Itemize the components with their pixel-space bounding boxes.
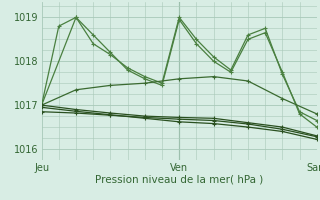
X-axis label: Pression niveau de la mer( hPa ): Pression niveau de la mer( hPa ) <box>95 174 263 184</box>
